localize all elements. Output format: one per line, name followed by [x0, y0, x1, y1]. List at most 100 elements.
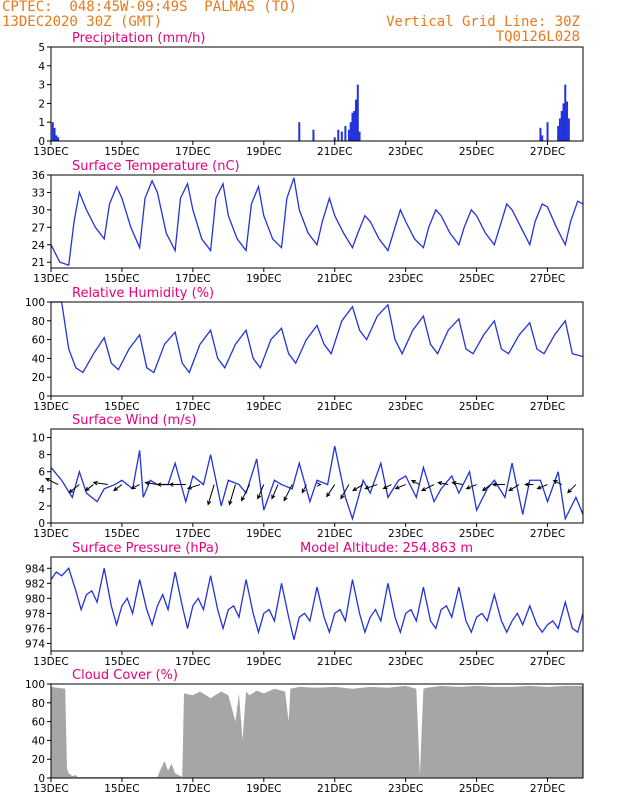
- y-tick-label: 30: [32, 205, 45, 217]
- x-tick-label: 27DEC: [530, 783, 565, 795]
- wind-arrow: [168, 482, 186, 487]
- wind-arrow: [508, 484, 520, 492]
- wind-arrow: [68, 484, 80, 494]
- wind-arrow: [207, 484, 215, 506]
- cloud-cover-area: [51, 685, 583, 778]
- y-tick-label: 40: [32, 353, 45, 365]
- y-tick-label: 100: [25, 297, 45, 309]
- y-tick-label: 80: [32, 698, 45, 710]
- y-tick-label: 20: [32, 372, 45, 384]
- x-tick-label: 27DEC: [530, 401, 565, 413]
- precip-bar: [55, 135, 58, 141]
- precip-bar: [546, 122, 549, 141]
- panel-0: 0 1 2 3 4 5 13DEC 15DEC 17DEC 19DEC 21DEC 23DEC 25DE…: [33, 31, 584, 158]
- x-tick-label: 25DEC: [459, 783, 494, 795]
- y-tick-label: 3: [38, 80, 45, 92]
- panel-frame: [50, 683, 584, 779]
- panel-title: Relative Humidity (%): [72, 286, 214, 301]
- y-tick-label: 60: [32, 717, 45, 729]
- y-tick-label: 976: [25, 623, 45, 635]
- wind-arrow: [364, 484, 378, 490]
- wind-arrow: [45, 478, 59, 485]
- wind-arrow: [491, 482, 505, 487]
- precip-bar: [51, 122, 54, 141]
- wind-arrow: [257, 484, 265, 500]
- precip-bar: [53, 127, 56, 141]
- series-line: [51, 301, 584, 374]
- wind-arrow: [481, 484, 492, 492]
- y-tick-label: 10: [32, 433, 45, 445]
- precip-bar: [340, 131, 343, 141]
- y-tick-label: 4: [38, 484, 45, 496]
- x-tick-label: 27DEC: [530, 273, 565, 285]
- x-tick-label: 13DEC: [33, 656, 68, 668]
- y-tick-label: 40: [32, 735, 45, 747]
- precip-bar: [567, 118, 570, 141]
- precip-bar: [333, 137, 336, 141]
- x-tick-label: 21DEC: [317, 656, 352, 668]
- wind-arrow: [130, 484, 140, 490]
- x-tick-label: 23DEC: [388, 656, 423, 668]
- x-tick-label: 21DEC: [317, 528, 352, 540]
- x-tick-label: 17DEC: [175, 401, 210, 413]
- wind-arrow: [283, 484, 293, 502]
- wind-arrow: [92, 480, 108, 486]
- wind-arrow: [465, 484, 477, 490]
- x-tick-label: 21DEC: [317, 273, 352, 285]
- wind-arrow: [340, 484, 350, 500]
- x-tick-label: 21DEC: [317, 783, 352, 795]
- x-tick-label: 27DEC: [530, 528, 565, 540]
- wind-arrow: [410, 480, 421, 485]
- y-tick-label: 0: [38, 518, 45, 530]
- x-tick-label: 23DEC: [388, 401, 423, 413]
- precip-bar: [349, 122, 352, 141]
- y-tick-label: 0: [38, 136, 45, 148]
- x-tick-label: 27DEC: [530, 656, 565, 668]
- precip-bar: [566, 101, 569, 141]
- y-tick-label: 4: [38, 61, 45, 73]
- panel-frame: [50, 301, 584, 397]
- precip-bar: [560, 110, 563, 141]
- series-line: [50, 445, 584, 521]
- panel-3: 0 2 4 6 8 10 13DEC 15DEC 17DEC 19DEC 21DEC 23DEC 25D…: [32, 413, 584, 540]
- wind-arrow: [352, 484, 364, 492]
- wind-arrow: [228, 484, 236, 506]
- header-model-id: TQ0126L028: [495, 29, 580, 45]
- y-tick-label: 8: [38, 450, 45, 462]
- y-tick-label: 36: [32, 170, 46, 182]
- wind-arrow: [301, 484, 307, 494]
- x-tick-label: 21DEC: [317, 401, 352, 413]
- wind-arrow: [382, 484, 392, 490]
- wind-arrow: [84, 484, 94, 492]
- x-tick-label: 15DEC: [104, 146, 139, 158]
- precip-bar: [298, 122, 301, 141]
- x-tick-label: 25DEC: [459, 528, 494, 540]
- wind-arrow: [241, 484, 251, 502]
- header-grid-line: Vertical Grid Line: 30Z: [386, 14, 580, 30]
- x-tick-label: 19DEC: [246, 528, 281, 540]
- x-tick-label: 23DEC: [388, 528, 423, 540]
- x-tick-label: 19DEC: [246, 273, 281, 285]
- panel-subtitle: Model Altitude: 254.863 m: [300, 541, 473, 556]
- precip-bar: [347, 129, 350, 141]
- x-tick-label: 13DEC: [33, 146, 68, 158]
- y-tick-label: 2: [38, 501, 45, 513]
- x-tick-label: 13DEC: [33, 401, 68, 413]
- panel-title: Surface Pressure (hPa): [72, 541, 219, 556]
- x-tick-label: 23DEC: [388, 783, 423, 795]
- x-tick-label: 19DEC: [246, 146, 281, 158]
- wind-arrow: [536, 484, 548, 490]
- panel-title: Precipitation (mm/h): [72, 31, 205, 46]
- y-tick-label: 20: [32, 754, 45, 766]
- wind-arrow: [186, 484, 201, 490]
- wind-arrow: [437, 481, 449, 486]
- wind-arrow: [113, 484, 123, 492]
- x-tick-label: 13DEC: [33, 273, 68, 285]
- x-tick-label: 25DEC: [459, 273, 494, 285]
- panel-frame: [50, 46, 584, 142]
- x-tick-label: 19DEC: [246, 656, 281, 668]
- y-tick-label: 982: [25, 578, 45, 590]
- panel-frame: [50, 556, 584, 652]
- x-tick-label: 21DEC: [317, 146, 352, 158]
- x-tick-label: 15DEC: [104, 783, 139, 795]
